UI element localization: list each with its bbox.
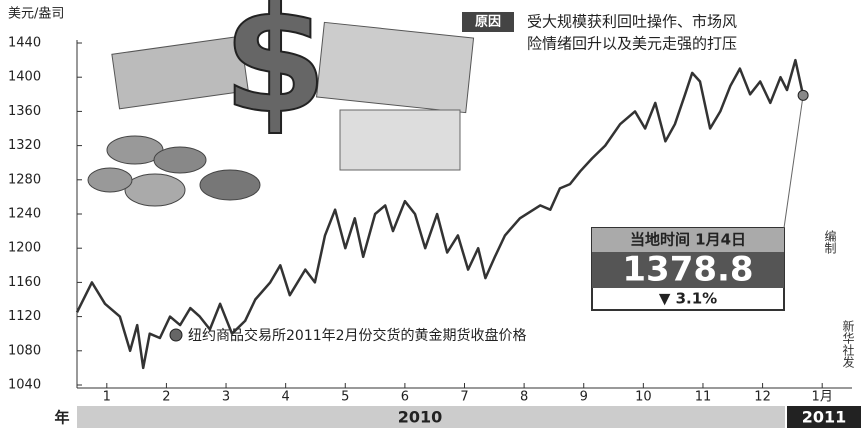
x-tick-label: 9 [580,390,588,405]
reason-tag: 原因 [475,15,501,30]
svg-text:$: $ [223,0,327,147]
reason-tag-box [462,12,514,32]
y-tick-label: 1360 [8,104,41,119]
x-tick-label: 8 [520,390,528,405]
y-tick-label: 1040 [8,378,41,393]
callout: 当地时间 1月4日 1378.8 ▼ 3.1% [591,227,785,311]
year: 2010 [398,408,443,427]
year: 2011 [802,408,847,427]
credit: 新华社发 [841,320,855,368]
callout-title: 当地时间 1月4日 [630,231,746,249]
y-axis-label: 美元/盎司 [8,7,64,22]
year-band-2011 [787,406,861,428]
year-band [77,406,785,428]
y-tick-label: 1280 [8,172,41,187]
legend-marker [169,328,183,342]
y-tick-label: 1160 [8,275,41,290]
y-tick-label: 1400 [8,70,41,85]
x-tick-label: 2 [162,390,170,405]
x-tick-label: 3 [222,390,230,405]
y-tick-label: 1080 [8,343,41,358]
x-tick-label: 11 [695,390,712,405]
y-tick-label: 1200 [8,241,41,256]
x-tick-label: 10 [635,390,652,405]
y-tick-label: 1440 [8,36,41,51]
reason-line: 险情绪回升以及美元走强的打压 [527,35,737,53]
x-tick-label: 5 [341,390,349,405]
x-tick-label: 12 [754,390,771,405]
callout-connector [783,95,804,229]
legend-label: 纽约商品交易所2011年2月份交货的黄金期货收盘价格 [188,327,527,344]
year-label: 年 [54,409,69,427]
x-tick-label: 4 [282,390,290,405]
credit: 编制 [823,230,837,254]
callout-value: 1378.8 [622,250,753,290]
x-tick-label: 7 [460,390,468,405]
x-tick-label: 1月 [812,390,833,405]
x-tick-label: 1 [103,390,111,405]
y-tick-label: 1240 [8,207,41,222]
price-line [75,58,805,370]
last-point [797,89,809,101]
y-tick-label: 1120 [8,309,41,324]
x-tick-label: 6 [401,390,409,405]
callout-change: ▼ 3.1% [659,290,717,308]
y-tick-label: 1320 [8,138,41,153]
reason-line: 受大规模获利回吐操作、市场风 [527,13,737,31]
illustration: $ [87,0,475,207]
